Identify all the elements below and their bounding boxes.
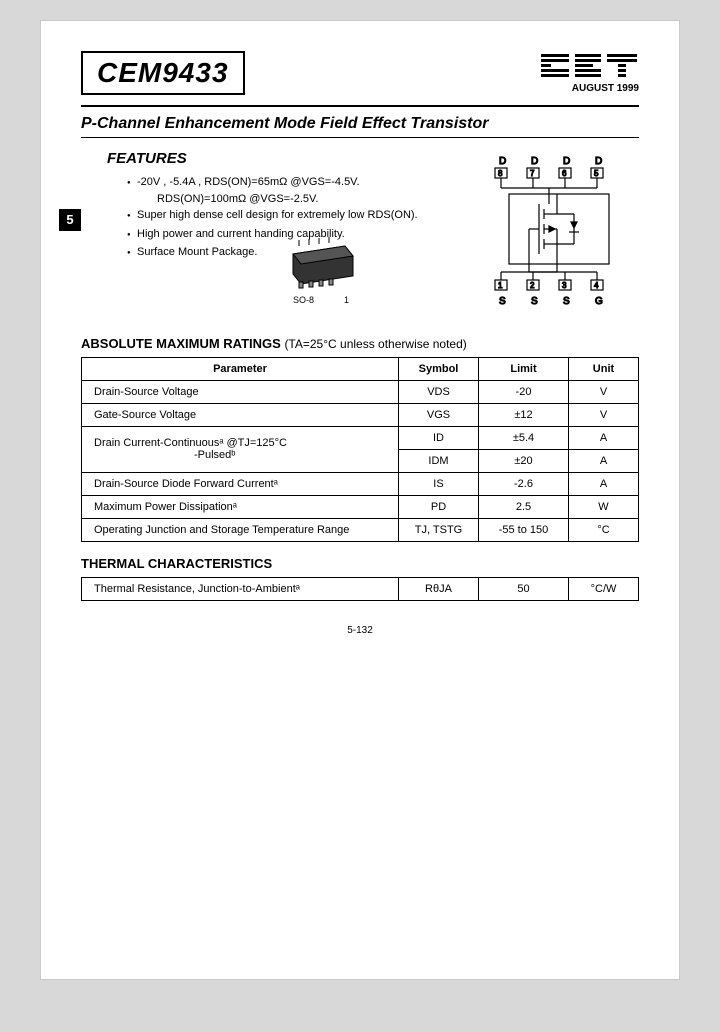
cell-symbol: VDS (399, 380, 479, 403)
divider-thin (81, 137, 639, 138)
svg-text:D: D (595, 156, 602, 167)
datasheet-page: CEM9433 AUGUST 1999 P-Channel Enhancemen… (40, 20, 680, 980)
diagram-row: SO-8 1 DD DD 8 7 6 5 (81, 174, 639, 324)
svg-text:S: S (563, 296, 570, 307)
cell-symbol: TJ, TSTG (399, 518, 479, 541)
thermal-table: Thermal Resistance, Junction-to-Ambientᵃ… (81, 577, 639, 601)
page-number: 5-132 (81, 625, 639, 636)
svg-text:D: D (499, 156, 506, 167)
logo-area: AUGUST 1999 (539, 51, 639, 94)
cell-unit: A (569, 426, 639, 449)
cell-param: Gate-Source Voltage (82, 403, 399, 426)
col-unit: Unit (569, 357, 639, 380)
svg-text:3: 3 (562, 281, 567, 290)
col-limit: Limit (479, 357, 569, 380)
table-row: Drain-Source Voltage VDS -20 V (82, 380, 639, 403)
col-symbol: Symbol (399, 357, 479, 380)
svg-text:7: 7 (530, 169, 535, 178)
pin1-label: 1 (344, 295, 349, 305)
cell-unit: A (569, 472, 639, 495)
svg-text:S: S (531, 296, 538, 307)
cell-limit: -55 to 150 (479, 518, 569, 541)
mosfet-schematic-icon: D D D D 8 7 6 5 (479, 154, 639, 314)
date-text: AUGUST 1999 (539, 83, 639, 94)
ratings-table: Parameter Symbol Limit Unit Drain-Source… (81, 357, 639, 542)
svg-text:1: 1 (498, 281, 503, 290)
svg-text:D: D (531, 156, 538, 167)
ratings-title: ABSOLUTE MAXIMUM RATINGS (TA=25°C unless… (81, 336, 639, 351)
cell-limit: 2.5 (479, 495, 569, 518)
table-row: Maximum Power Dissipationᵃ PD 2.5 W (82, 495, 639, 518)
table-row: Drain-Source Diode Forward Currentᵃ IS -… (82, 472, 639, 495)
subtitle: P-Channel Enhancement Mode Field Effect … (81, 115, 639, 133)
cell-limit: ±20 (479, 449, 569, 472)
cell-unit: W (569, 495, 639, 518)
cell-param: Thermal Resistance, Junction-to-Ambientᵃ (82, 577, 399, 600)
package-label: SO-8 (293, 295, 314, 305)
svg-text:G: G (595, 296, 603, 307)
svg-text:2: 2 (530, 281, 535, 290)
cell-limit: ±5.4 (479, 426, 569, 449)
thermal-title: THERMAL CHARACTERISTICS (81, 556, 639, 571)
cell-symbol: IDM (399, 449, 479, 472)
table-row: Gate-Source Voltage VGS ±12 V (82, 403, 639, 426)
cell-limit: -2.6 (479, 472, 569, 495)
cell-unit: A (569, 449, 639, 472)
cell-param: Maximum Power Dissipationᵃ (82, 495, 399, 518)
cell-param-line1: Drain Current-Continuousᵃ @TJ=125°C (94, 437, 287, 449)
part-number: CEM9433 (97, 57, 229, 88)
cell-symbol: RθJA (399, 577, 479, 600)
ratings-title-text: ABSOLUTE MAXIMUM RATINGS (81, 336, 281, 351)
pinout-diagram: D D D D 8 7 6 5 (479, 154, 639, 319)
cell-symbol: PD (399, 495, 479, 518)
cell-param: Drain-Source Voltage (82, 380, 399, 403)
cell-limit: 50 (479, 577, 569, 600)
svg-text:4: 4 (594, 281, 599, 290)
divider-thick (81, 105, 639, 107)
table-header-row: Parameter Symbol Limit Unit (82, 357, 639, 380)
header-row: CEM9433 AUGUST 1999 (81, 51, 639, 95)
cell-param: Drain-Source Diode Forward Currentᵃ (82, 472, 399, 495)
ratings-condition: (TA=25°C unless otherwise noted) (284, 337, 466, 351)
svg-text:5: 5 (594, 169, 599, 178)
cell-symbol: IS (399, 472, 479, 495)
cell-symbol: ID (399, 426, 479, 449)
cell-symbol: VGS (399, 403, 479, 426)
cell-param: Operating Junction and Storage Temperatu… (82, 518, 399, 541)
svg-text:S: S (499, 296, 506, 307)
cell-param-line2: -Pulsedᵇ (94, 449, 235, 461)
cell-limit: -20 (479, 380, 569, 403)
table-row: Drain Current-Continuousᵃ @TJ=125°C -Pul… (82, 426, 639, 449)
table-row: Thermal Resistance, Junction-to-Ambientᵃ… (82, 577, 639, 600)
section-tab-badge: 5 (59, 209, 81, 231)
svg-text:6: 6 (562, 169, 567, 178)
cell-limit: ±12 (479, 403, 569, 426)
package-diagram: SO-8 1 (281, 234, 361, 305)
cell-unit: °C (569, 518, 639, 541)
cet-logo-icon (539, 51, 639, 81)
cell-param-merged: Drain Current-Continuousᵃ @TJ=125°C -Pul… (82, 426, 399, 472)
part-number-box: CEM9433 (81, 51, 245, 95)
cell-unit: V (569, 380, 639, 403)
svg-text:D: D (563, 156, 570, 167)
so8-package-icon (281, 234, 361, 290)
cell-unit: °C/W (569, 577, 639, 600)
table-row: Operating Junction and Storage Temperatu… (82, 518, 639, 541)
cell-unit: V (569, 403, 639, 426)
svg-text:8: 8 (498, 169, 503, 178)
col-parameter: Parameter (82, 357, 399, 380)
